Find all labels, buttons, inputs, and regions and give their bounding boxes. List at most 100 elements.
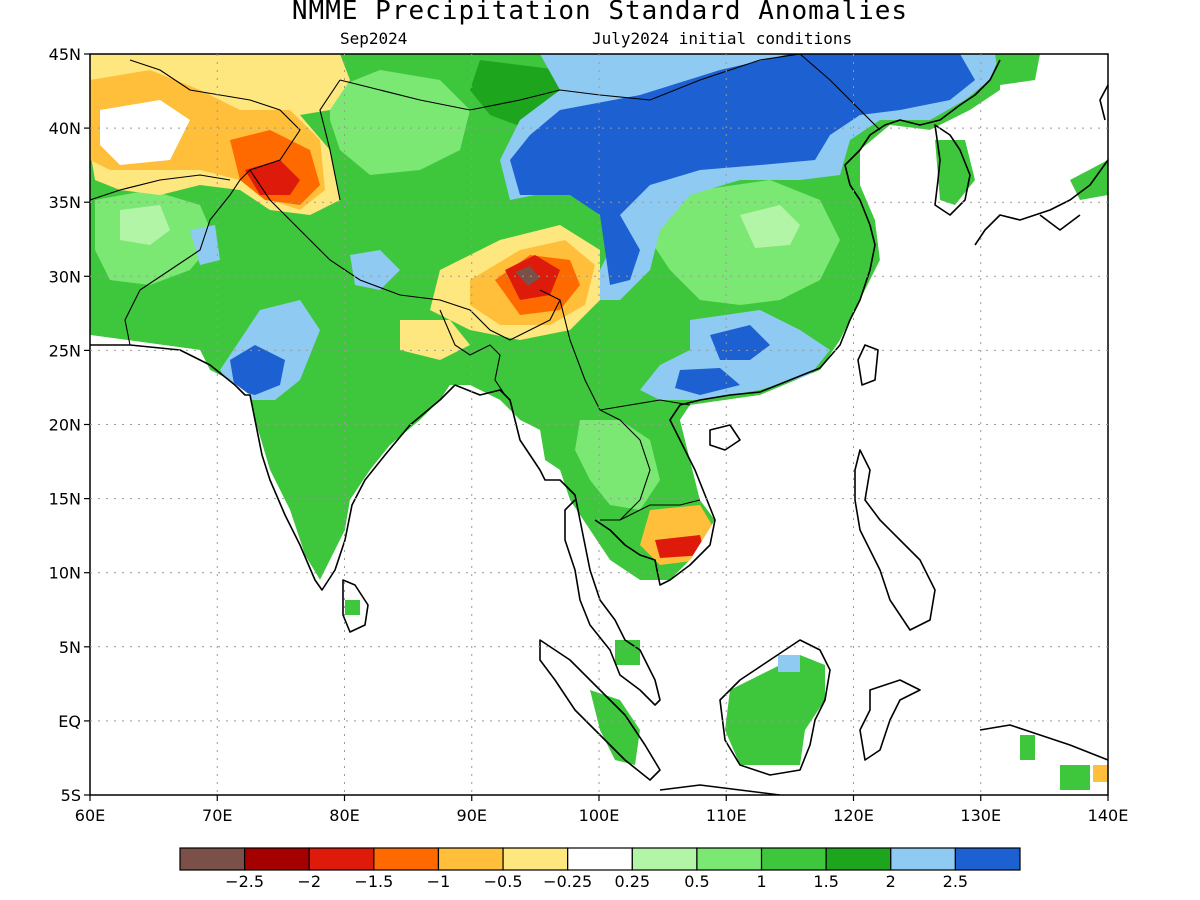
- colorbar-swatch: [825, 847, 892, 871]
- coastline-india: [90, 344, 456, 591]
- anomaly-region-green: [590, 690, 640, 765]
- colorbar-swatch: [954, 847, 1021, 871]
- lat-tick-label: EQ: [58, 712, 81, 731]
- gridlines: [90, 54, 1108, 795]
- anomaly-region-blue: [710, 325, 770, 360]
- anomaly-region-light-green: [330, 70, 470, 175]
- colorbar-label: 2.5: [943, 872, 968, 891]
- colorbar: −2.5 −2 −1.5 −1 −0.5 −0.25 0.25 0.5 1 1.5 2 2.5: [179, 847, 1021, 891]
- initial-conditions-label: July2024 initial conditions: [592, 29, 853, 48]
- border: [619, 499, 701, 521]
- coastline-sumatra: [539, 639, 661, 781]
- lon-tick-label: 90E: [457, 806, 487, 825]
- coastline-sulawesi: [859, 679, 921, 761]
- border: [249, 169, 561, 341]
- coastlines: [90, 59, 1108, 795]
- lat-tick-label: 15N: [49, 490, 81, 509]
- border: [319, 79, 341, 201]
- country-borders: [90, 54, 881, 521]
- forecast-month: Sep2024: [340, 29, 408, 48]
- colorbar-swatch: [373, 847, 440, 871]
- anomaly-field: [90, 54, 1108, 795]
- coastline-philippines: [854, 449, 936, 631]
- colorbar-swatch: [631, 847, 698, 871]
- colorbar-swatch: [760, 847, 827, 871]
- lon-tick-label: 130E: [960, 806, 1001, 825]
- lat-tick-label: 10N: [49, 564, 81, 583]
- anomaly-region-green: [995, 54, 1040, 85]
- colorbar-label: 0.5: [684, 872, 709, 891]
- anomaly-region-pale-green: [740, 205, 800, 248]
- coastline-mainland-se-asia: [454, 384, 661, 706]
- anomaly-region-green: [1070, 160, 1108, 200]
- anomaly-region-green: [1020, 735, 1035, 760]
- border: [339, 54, 801, 111]
- anomaly-region-orange: [1093, 765, 1108, 782]
- colorbar-swatch: [567, 847, 633, 871]
- lat-tick-label: 5S: [61, 786, 81, 805]
- border: [559, 299, 651, 521]
- lat-tick-label: 40N: [49, 119, 81, 138]
- colorbar-label: 2: [886, 872, 896, 891]
- border: [439, 309, 506, 396]
- anomaly-region-green: [615, 640, 640, 665]
- anomaly-region-yellow: [400, 320, 470, 360]
- colorbar-swatch: [696, 847, 763, 871]
- colorbar-swatch: [244, 847, 310, 871]
- border: [799, 54, 881, 131]
- colorbar-label: −0.25: [543, 872, 592, 891]
- coastline-hainan: [709, 424, 741, 451]
- border: [90, 174, 231, 201]
- lat-tick-label: 5N: [59, 638, 81, 657]
- colorbar-label: 0.25: [614, 872, 650, 891]
- coastline-borneo: [719, 639, 831, 776]
- colorbar-swatch: [308, 847, 375, 871]
- anomaly-region-green: [345, 600, 360, 615]
- coastline-indochina: [594, 59, 1001, 586]
- lon-tick-label: 60E: [75, 806, 105, 825]
- lat-tick-label: 30N: [49, 267, 81, 286]
- colorbar-label: −0.5: [484, 872, 523, 891]
- anomaly-region-green: [1060, 765, 1090, 790]
- lon-tick-label: 70E: [202, 806, 232, 825]
- anomaly-region-green: [935, 140, 975, 205]
- coastline-sri-lanka: [342, 579, 369, 633]
- coastline-java: [659, 784, 781, 795]
- anomaly-region-blue: [510, 54, 975, 285]
- colorbar-label: −2.5: [225, 872, 264, 891]
- anomaly-region-green: [725, 655, 825, 765]
- colorbar-label: −2: [297, 872, 321, 891]
- anomaly-region-brown: [515, 266, 540, 286]
- lon-tick-label: 80E: [329, 806, 359, 825]
- coastline-japan: [974, 84, 1108, 246]
- lat-tick-label: 25N: [49, 341, 81, 360]
- colorbar-swatch: [890, 847, 956, 871]
- coastline-taiwan: [857, 344, 879, 386]
- colorbar-swatch: [179, 847, 246, 871]
- anomaly-region-light-blue: [778, 655, 800, 672]
- lon-tick-label: 100E: [579, 806, 620, 825]
- coastline-korea: [934, 124, 971, 216]
- anomaly-region-white: [90, 54, 1108, 795]
- anomaly-region-light-blue: [190, 225, 220, 265]
- anomaly-region-white: [100, 100, 190, 165]
- colorbar-swatch: [437, 847, 504, 871]
- anomaly-region-light-green: [640, 180, 840, 305]
- lat-tick-label: 20N: [49, 416, 81, 435]
- coastline-new-guinea: [979, 724, 1108, 761]
- colorbar-label: 1: [756, 872, 766, 891]
- colorbar-label: −1.5: [354, 872, 393, 891]
- map-title: NMME Precipitation Standard Anomalies: [291, 0, 909, 26]
- colorbar-swatch: [502, 847, 569, 871]
- anomaly-region-light-blue: [350, 250, 400, 290]
- lat-tick-label: 35N: [49, 193, 81, 212]
- lat-tick-label: 45N: [49, 45, 81, 64]
- anomaly-region-red: [245, 160, 300, 195]
- anomaly-region-light-green: [575, 420, 660, 510]
- anomaly-region-pale-green: [120, 205, 170, 245]
- lon-tick-label: 110E: [706, 806, 747, 825]
- anomaly-region-red: [655, 535, 705, 558]
- anomaly-region-blue: [230, 345, 285, 395]
